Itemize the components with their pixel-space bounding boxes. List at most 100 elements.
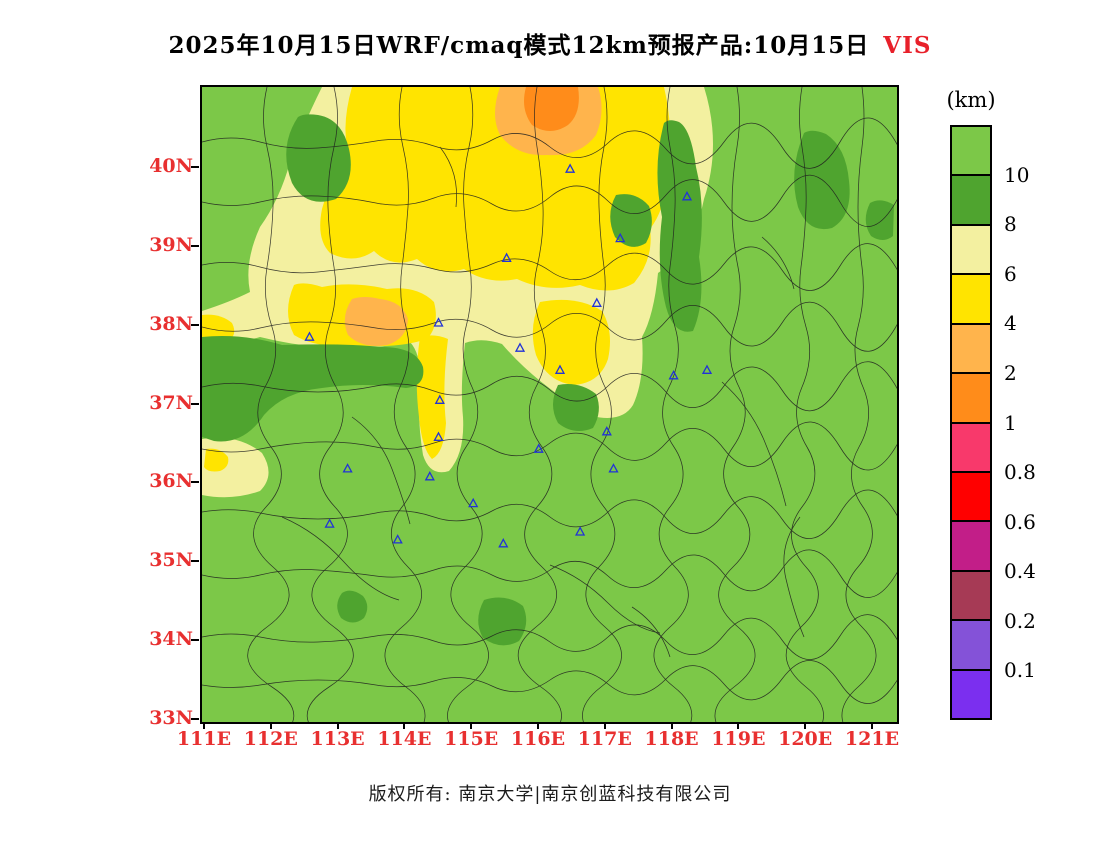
y-axis-tick xyxy=(191,718,199,721)
map-plot xyxy=(200,85,899,724)
x-axis-label: 120E xyxy=(778,728,833,750)
boundary-line xyxy=(202,361,897,412)
colorbar xyxy=(950,125,992,720)
boundary-line xyxy=(202,614,897,660)
colorbar-segment xyxy=(952,372,990,422)
y-axis-tick xyxy=(191,402,199,405)
city-marker xyxy=(554,364,566,374)
y-axis-tick xyxy=(191,481,199,484)
boundary-line xyxy=(721,381,787,507)
colorbar-segment xyxy=(952,127,990,175)
visibility-fill-region xyxy=(202,336,424,442)
x-axis-label: 121E xyxy=(844,728,900,750)
colorbar-segment xyxy=(952,668,990,719)
boundary-line xyxy=(202,489,897,539)
visibility-fill-regions xyxy=(202,87,894,646)
y-axis-label: 40N xyxy=(149,155,193,177)
copyright-text: 版权所有: 南京大学|南京创蓝科技有限公司 xyxy=(368,784,732,805)
x-axis-tick xyxy=(737,722,740,729)
city-marker xyxy=(668,370,679,380)
boundary-line xyxy=(631,606,671,658)
boundary-line xyxy=(351,416,411,525)
city-marker xyxy=(501,252,512,262)
x-axis-tick xyxy=(603,722,606,729)
boundary-line xyxy=(247,87,295,722)
boundary-line xyxy=(202,660,897,704)
city-marker xyxy=(681,191,693,201)
city-marker xyxy=(392,534,403,544)
city-marker xyxy=(591,297,602,307)
colorbar-label: 0.6 xyxy=(1004,509,1036,534)
y-axis-tick xyxy=(191,244,199,247)
colorbar-segment xyxy=(952,619,990,669)
x-axis-tick xyxy=(470,722,473,729)
page-title: 2025年10月15日WRF/cmaq模式12km预报产品:10月15日 VIS xyxy=(0,26,1100,60)
boundary-line xyxy=(202,117,897,169)
city-marker xyxy=(342,463,353,473)
colorbar-segment xyxy=(952,520,990,570)
y-axis-tick xyxy=(191,560,199,563)
city-marker xyxy=(468,497,479,508)
city-marker xyxy=(424,471,435,481)
boundary-line xyxy=(281,516,400,601)
x-axis-label: 114E xyxy=(377,728,432,750)
colorbar-segment xyxy=(952,174,990,224)
x-axis-tick xyxy=(336,722,339,729)
boundary-line xyxy=(549,564,661,634)
boundary-line xyxy=(202,421,897,471)
visibility-fill-region xyxy=(553,384,599,432)
colorbar-segment xyxy=(952,470,990,521)
page-title-text: 2025年10月15日WRF/cmaq模式12km预报产品:10月15日 xyxy=(168,32,870,59)
colorbar-segment xyxy=(952,223,990,274)
visibility-fill-region xyxy=(337,590,368,623)
colorbar-label: 4 xyxy=(1004,311,1017,336)
colorbar-segment xyxy=(952,421,990,471)
boundary-line xyxy=(517,87,562,722)
x-axis-label: 116E xyxy=(510,728,566,750)
boundary-line xyxy=(714,87,756,722)
y-axis-label: 38N xyxy=(149,312,193,335)
x-axis-tick xyxy=(537,722,539,729)
visibility-map-svg xyxy=(202,87,897,722)
boundary-line xyxy=(785,87,824,722)
colorbar-label: 10 xyxy=(1004,162,1030,187)
city-marker xyxy=(434,394,445,404)
visibility-fill-region xyxy=(416,335,448,459)
city-marker xyxy=(324,518,335,528)
x-axis-label: 115E xyxy=(444,728,499,750)
boundary-line xyxy=(306,87,354,722)
x-axis-tick xyxy=(871,722,873,729)
colorbar-label: 1 xyxy=(1004,410,1017,435)
colorbar-segment xyxy=(952,273,990,323)
boundary-line xyxy=(653,87,693,722)
city-marker xyxy=(433,317,444,327)
x-axis-tick xyxy=(804,722,807,729)
visibility-fill-region xyxy=(478,597,527,646)
y-axis-label: 39N xyxy=(149,233,193,256)
city-marker xyxy=(514,342,526,352)
boundary-line xyxy=(582,87,622,722)
colorbar-label: 0.4 xyxy=(1004,559,1036,584)
city-markers xyxy=(304,163,713,548)
city-marker xyxy=(615,232,626,243)
x-axis-label: 112E xyxy=(243,728,298,750)
x-axis-tick xyxy=(203,722,205,729)
city-marker xyxy=(498,538,509,548)
city-marker xyxy=(433,431,444,441)
colorbar-label: 8 xyxy=(1004,212,1017,237)
y-axis-label: 33N xyxy=(149,707,193,730)
y-axis-label: 36N xyxy=(149,470,193,493)
boundary-line xyxy=(841,87,877,722)
city-marker xyxy=(533,443,544,453)
colorbar-label: 0.8 xyxy=(1004,460,1036,485)
city-marker xyxy=(601,426,612,436)
boundary-line xyxy=(202,549,897,598)
boundary-line xyxy=(384,87,426,722)
colorbar-label: 0.1 xyxy=(1004,658,1036,683)
colorbar-segment xyxy=(952,569,990,620)
page-title-variable: VIS xyxy=(883,32,932,59)
visibility-fill-region xyxy=(344,297,408,346)
boundary-line xyxy=(202,301,897,352)
y-axis-tick xyxy=(191,639,199,642)
